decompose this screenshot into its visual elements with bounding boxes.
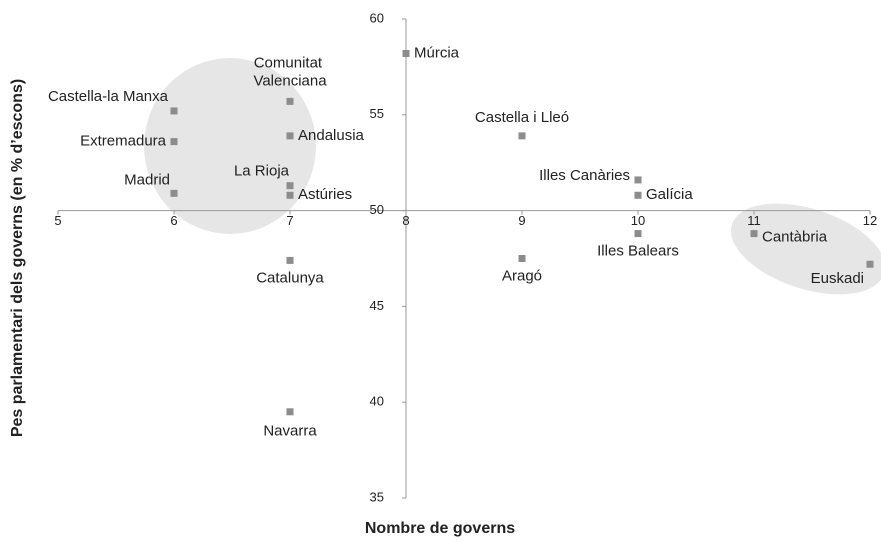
point	[170, 189, 178, 197]
y-tick-label: 40	[370, 394, 384, 409]
point	[518, 132, 526, 140]
x-tick-label: 5	[54, 213, 61, 228]
x-tick-label: 11	[747, 213, 761, 228]
point-label: Comunitat Valenciana	[253, 54, 327, 89]
point	[286, 97, 294, 105]
point	[634, 230, 642, 238]
point	[750, 230, 758, 238]
point	[170, 107, 178, 115]
point	[286, 256, 294, 264]
x-tick-label: 12	[863, 213, 877, 228]
point-label: Illes Balears	[597, 243, 679, 260]
point	[866, 260, 874, 268]
point-label: Andalusia	[298, 127, 365, 144]
x-tick-label: 8	[402, 213, 409, 228]
point	[286, 132, 294, 140]
y-axis-label: Pes parlamentari dels governs (en % d’es…	[9, 79, 26, 437]
point	[402, 49, 410, 57]
point	[518, 255, 526, 262]
y-tick-label: 50	[370, 202, 384, 217]
x-tick-label: 6	[170, 213, 177, 228]
cluster-highlight	[730, 203, 881, 295]
y-tick-label: 60	[370, 10, 384, 25]
point-label: Illes Canàries	[539, 167, 630, 184]
cluster-highlight	[144, 58, 316, 234]
x-tick-label: 10	[631, 213, 645, 228]
point-label: Madrid	[124, 171, 170, 188]
point	[286, 191, 294, 199]
point-label: Astúries	[298, 186, 352, 203]
point	[634, 176, 642, 184]
point-label: Extremadura	[80, 133, 167, 150]
point-label: Castella i Lleó	[475, 109, 569, 126]
point-label: Castella-la Manxa	[48, 88, 169, 105]
y-tick-label: 35	[370, 489, 384, 504]
point-label: Euskadi	[811, 270, 864, 287]
point	[286, 182, 294, 190]
point-label: Múrcia	[414, 44, 460, 61]
point	[634, 191, 642, 199]
x-tick-label: 9	[518, 213, 525, 228]
point-label: Cantàbria	[762, 229, 828, 246]
point	[286, 408, 294, 416]
point-label: Aragó	[502, 267, 542, 284]
y-tick-label: 45	[370, 298, 384, 313]
point-label: Galícia	[646, 186, 693, 203]
point-label: Navarra	[263, 423, 317, 440]
x-tick-label: 7	[286, 213, 293, 228]
point-label: La Rioja	[234, 163, 290, 180]
x-axis-label: Nombre de governs	[365, 520, 515, 537]
point	[170, 138, 178, 146]
point-label: Catalunya	[256, 269, 324, 286]
y-tick-label: 55	[370, 106, 384, 121]
